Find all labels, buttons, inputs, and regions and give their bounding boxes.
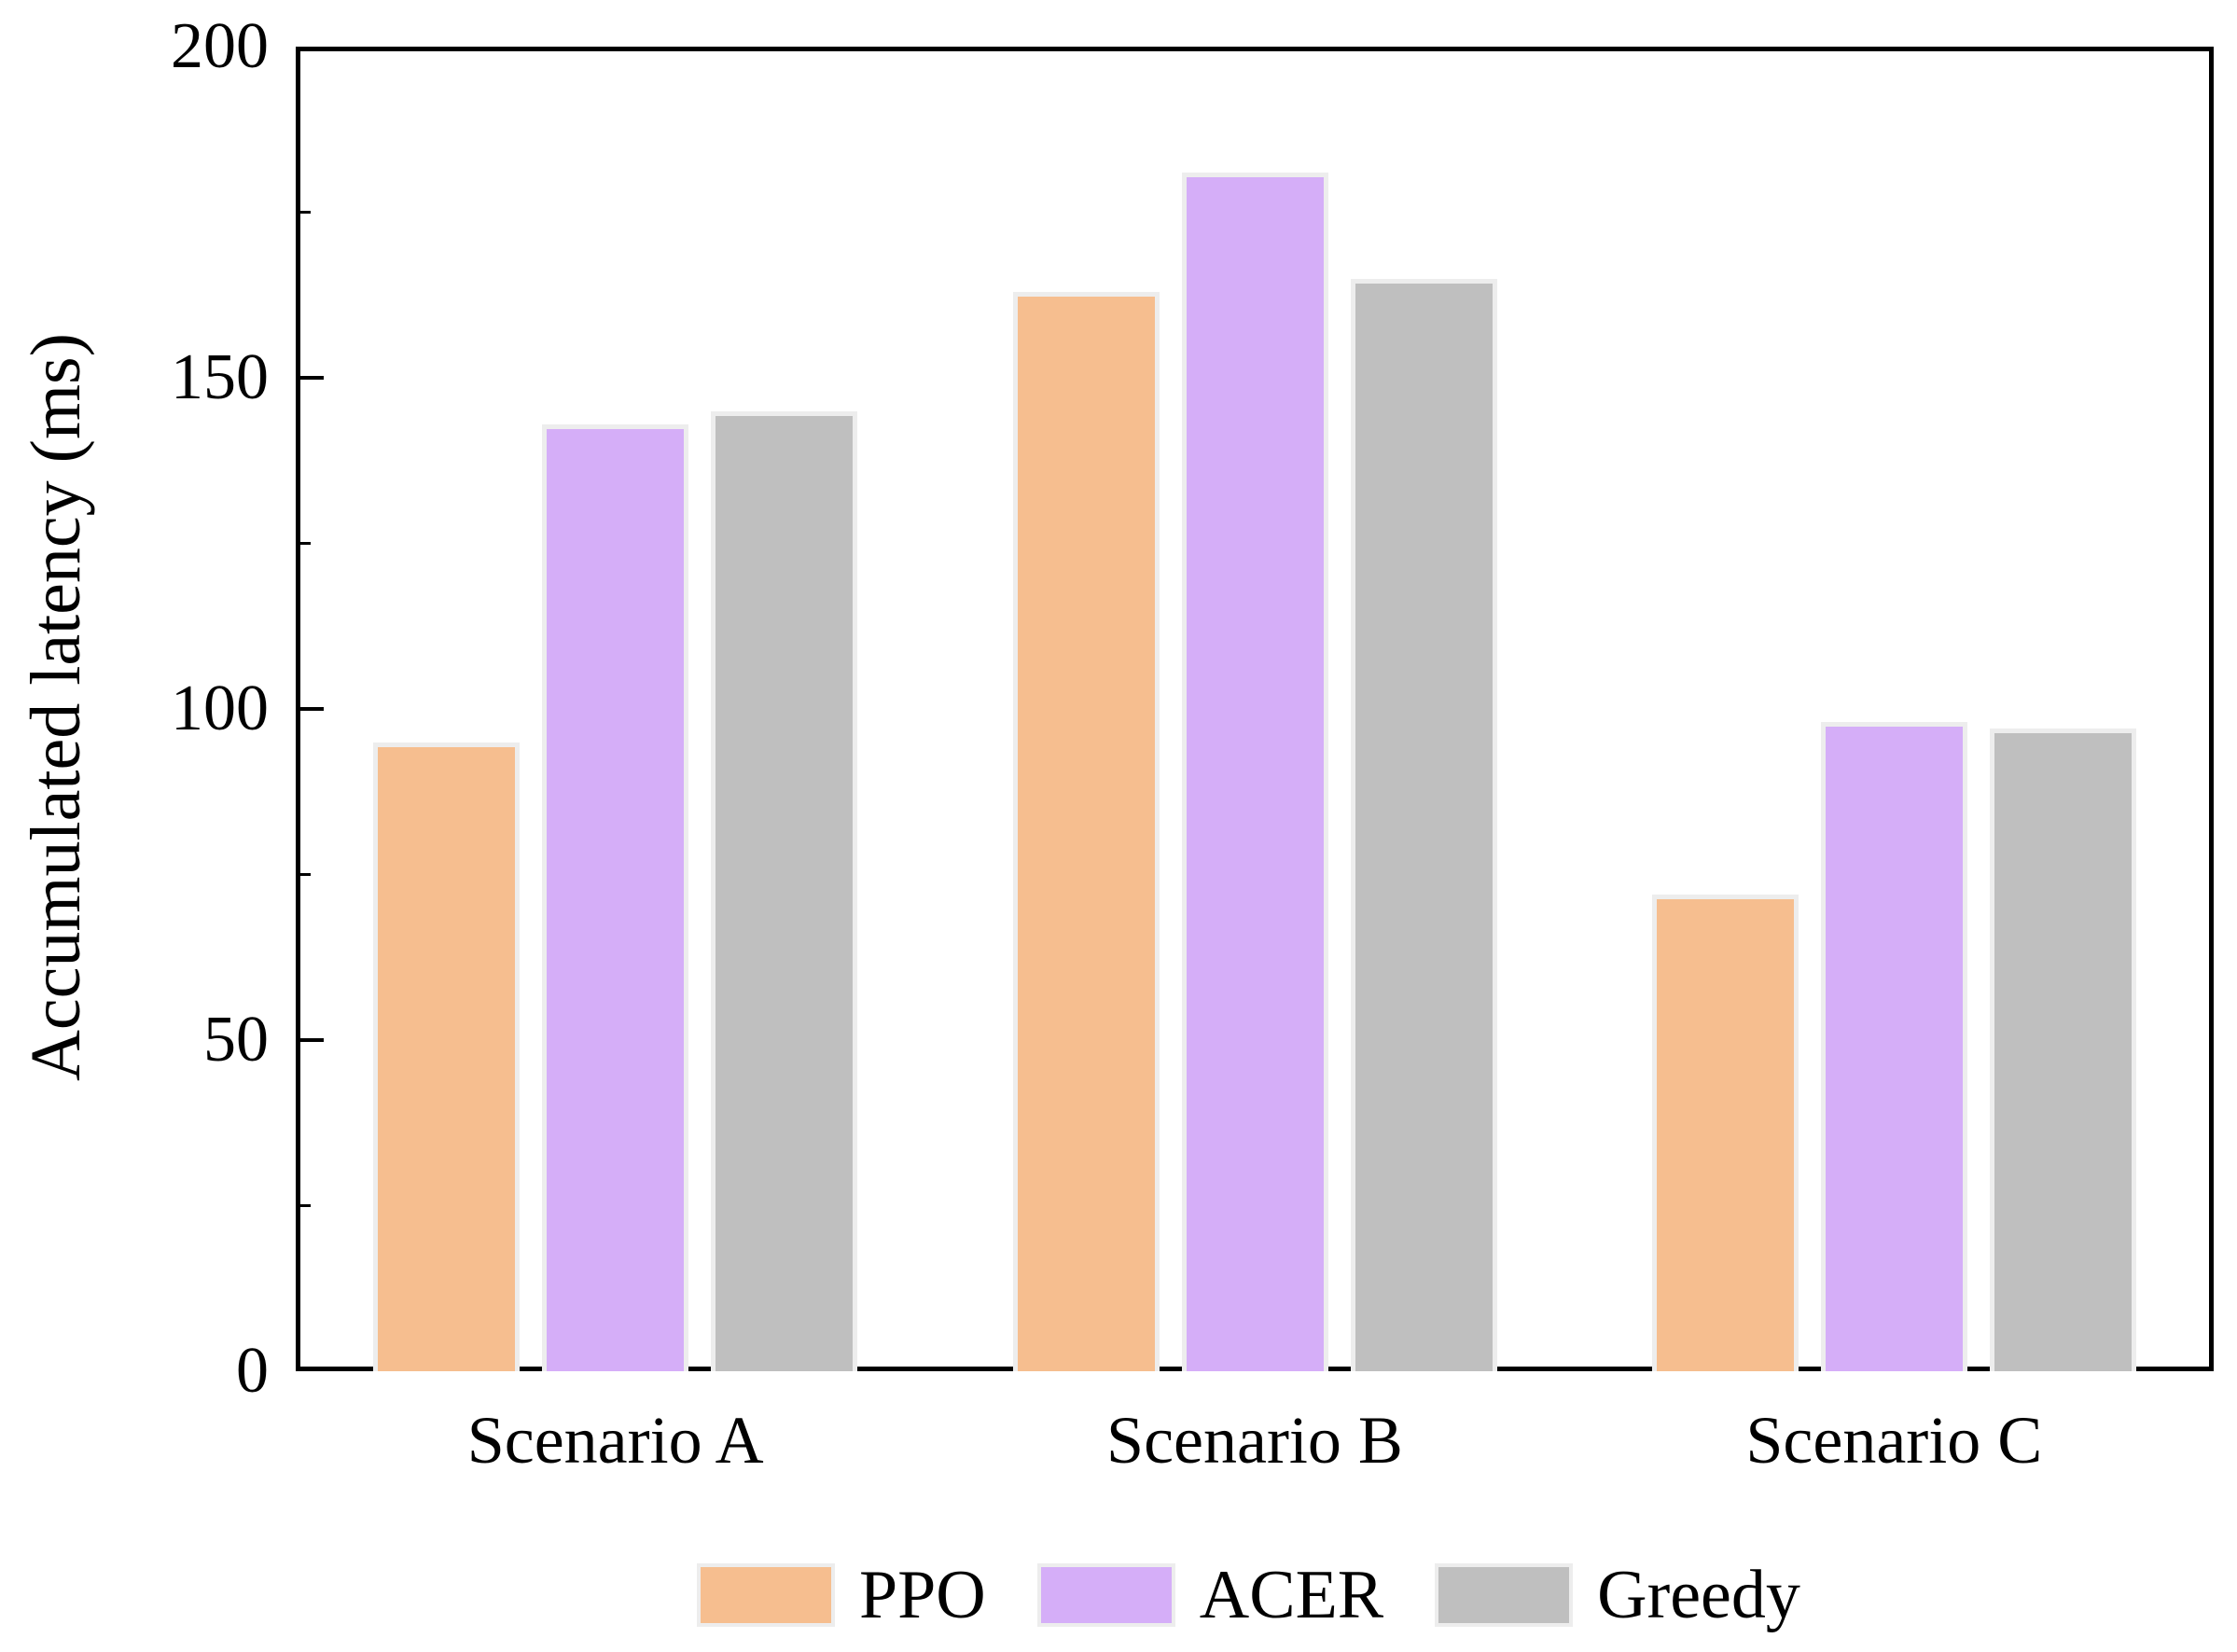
y-major-tick-100 (296, 707, 324, 711)
bar-scenario-b-ppo (1012, 291, 1160, 1371)
legend-swatch-acer (1036, 1563, 1175, 1627)
legend-label-greedy: Greedy (1597, 1557, 1800, 1633)
y-minor-tick-175 (296, 211, 311, 214)
bar-scenario-c-greedy (1989, 729, 2136, 1371)
bar-scenario-b-greedy (1350, 278, 1497, 1371)
y-tick-label-0: 0 (236, 1335, 269, 1407)
legend-item-greedy: Greedy (1435, 1561, 1800, 1630)
y-minor-tick-25 (296, 1204, 311, 1207)
y-major-tick-150 (296, 376, 324, 380)
bar-scenario-c-ppo (1651, 894, 1799, 1371)
bar-scenario-a-ppo (373, 742, 521, 1371)
y-tick-label-150: 150 (171, 341, 269, 413)
legend-label-acer: ACER (1199, 1557, 1384, 1633)
x-category-label-scenario-b: Scenario B (1106, 1403, 1403, 1478)
y-minor-tick-125 (296, 542, 311, 545)
y-major-tick-50 (296, 1038, 324, 1042)
legend-item-ppo: PPO (697, 1561, 986, 1630)
bar-scenario-a-acer (542, 423, 689, 1371)
bar-scenario-a-greedy (711, 410, 858, 1371)
legend: PPO ACER Greedy (697, 1561, 1800, 1630)
legend-swatch-greedy (1435, 1563, 1574, 1627)
y-tick-label-200: 200 (171, 10, 269, 82)
legend-swatch-ppo (697, 1563, 835, 1627)
y-minor-tick-75 (296, 873, 311, 876)
bar-scenario-b-acer (1181, 172, 1328, 1371)
legend-item-acer: ACER (1036, 1557, 1384, 1633)
bar-scenario-c-acer (1820, 722, 1967, 1371)
x-category-label-scenario-c: Scenario C (1745, 1403, 2043, 1478)
x-category-label-scenario-a: Scenario A (466, 1403, 764, 1478)
legend-label-ppo: PPO (859, 1557, 986, 1633)
y-tick-label-100: 100 (171, 673, 269, 744)
y-tick-label-50: 50 (203, 1004, 269, 1076)
